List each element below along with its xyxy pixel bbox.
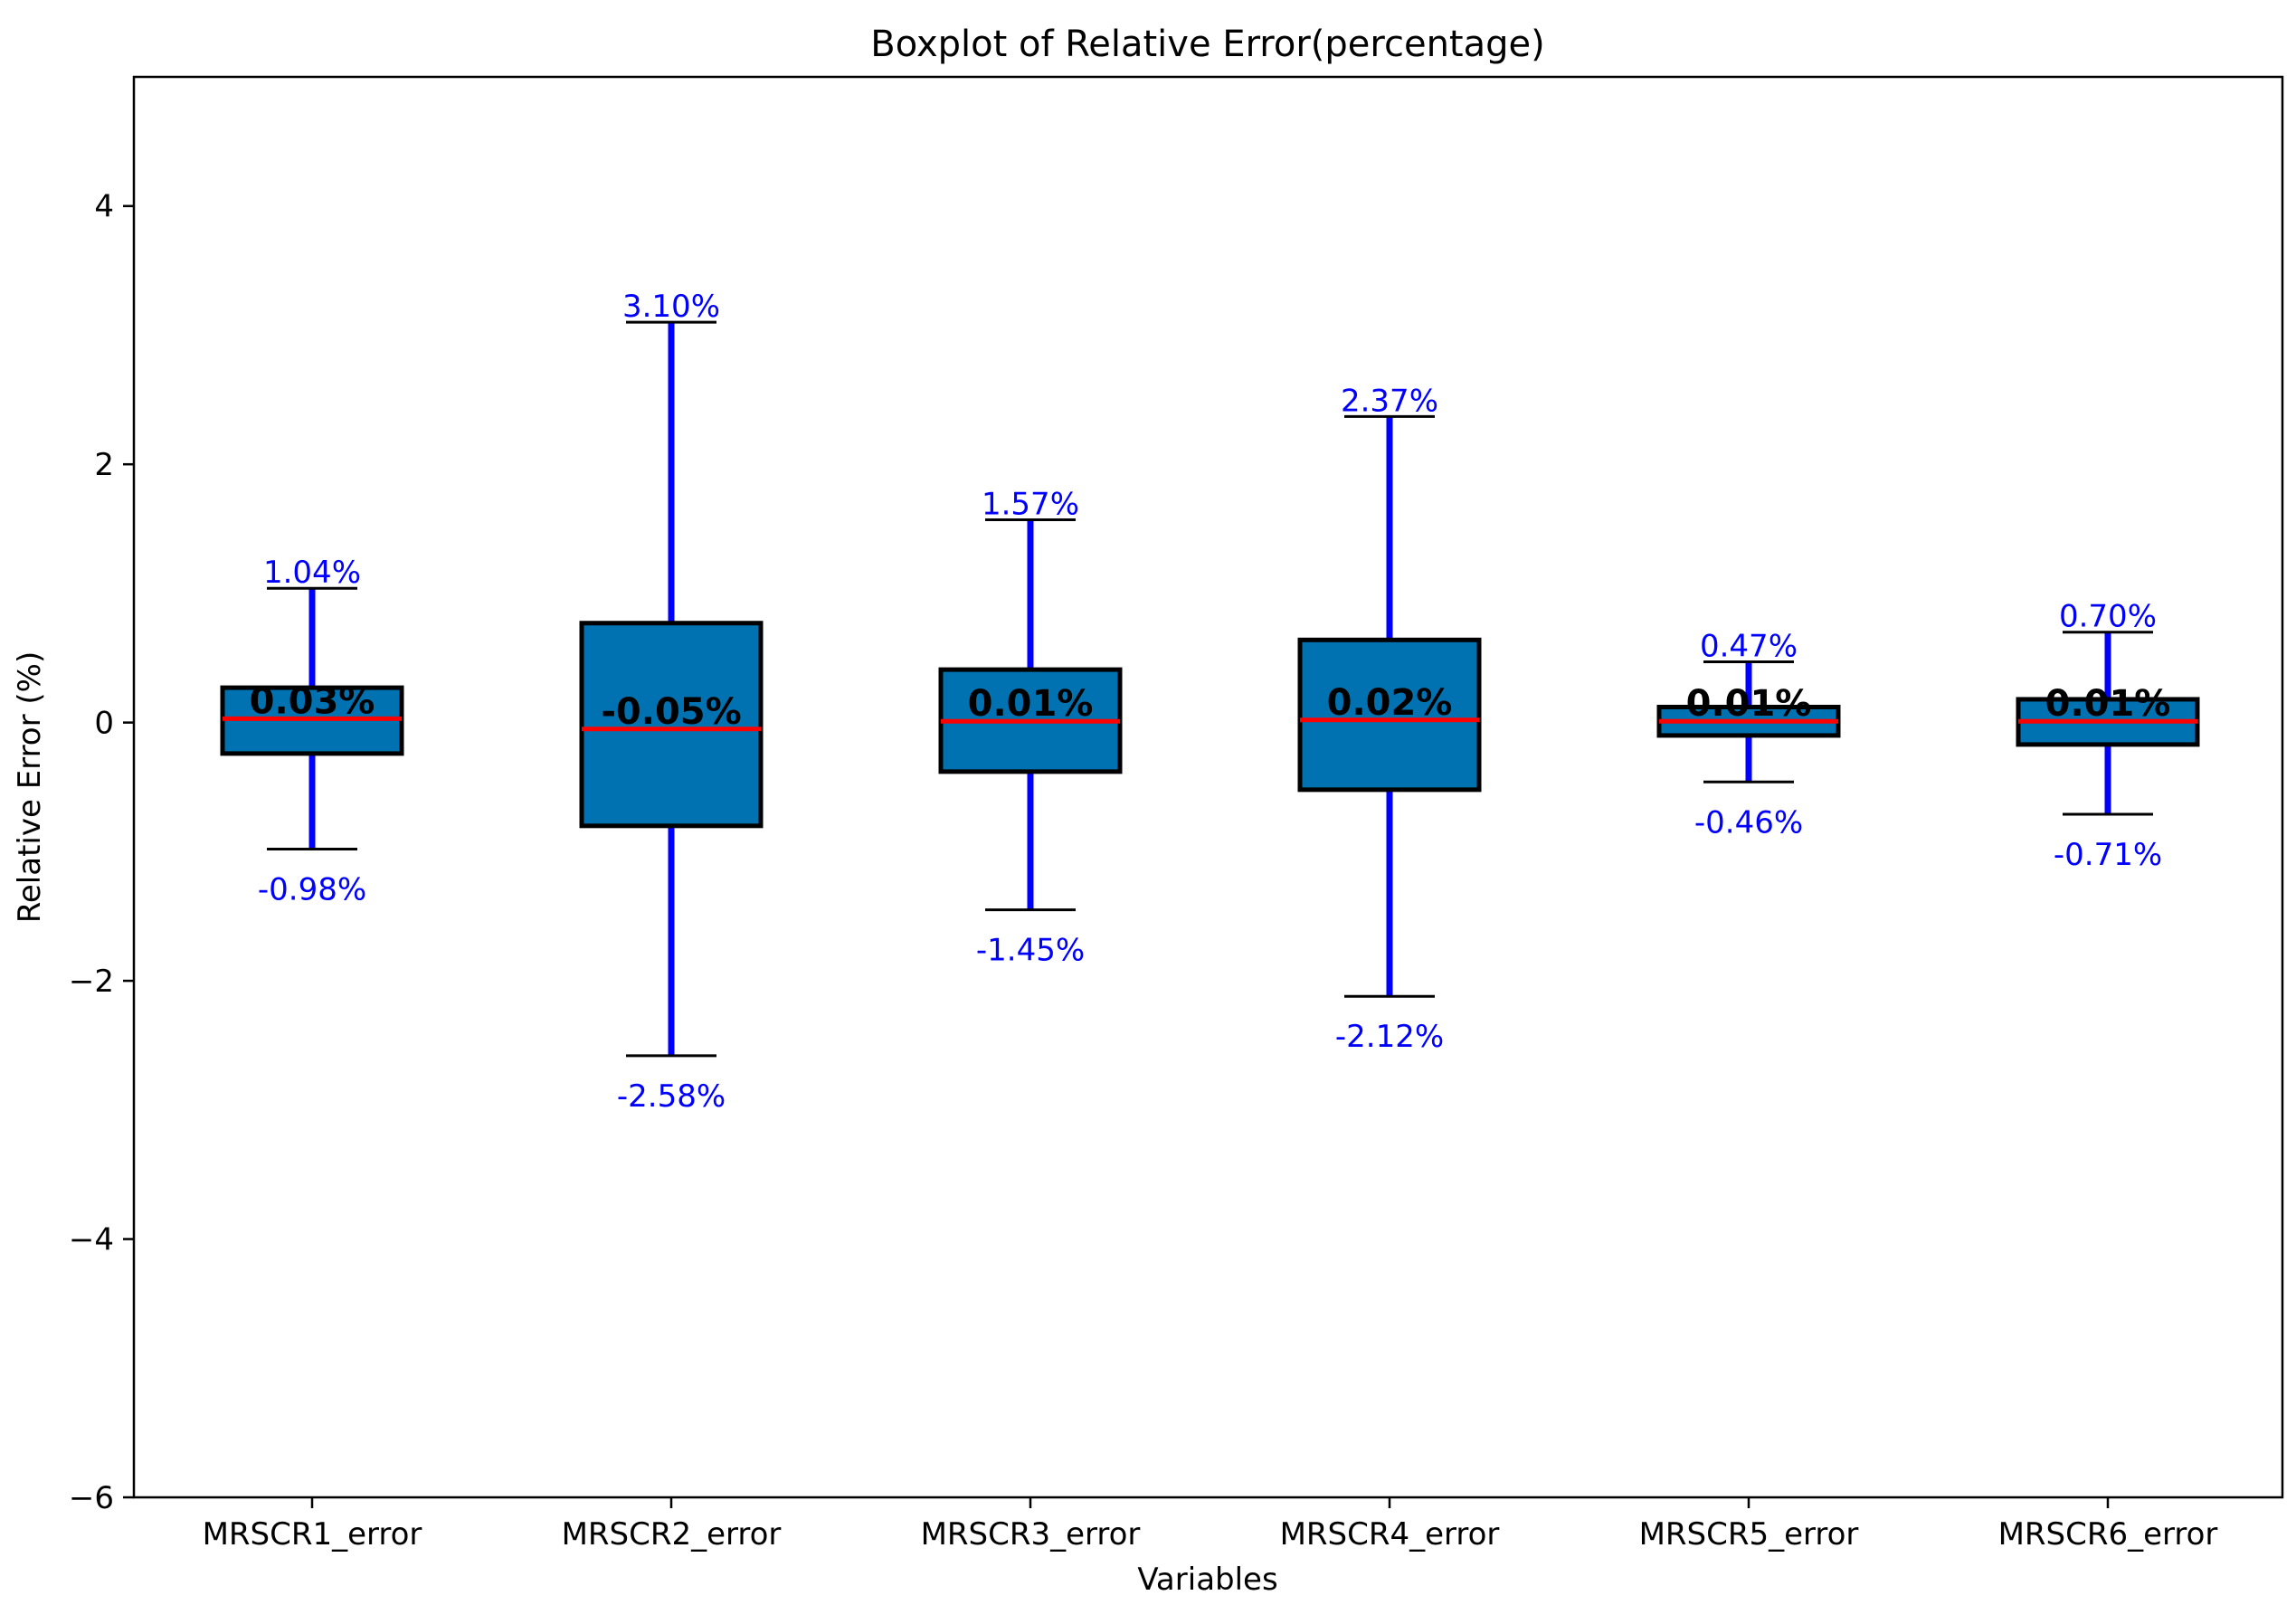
y-tick-label: 2	[94, 447, 114, 483]
x-tick-label: MRSCR5_error	[1639, 1516, 1859, 1553]
upper-whisker-label: 1.57%	[982, 487, 1079, 523]
x-tick-label: MRSCR2_error	[562, 1516, 782, 1553]
x-tick-label: MRSCR1_error	[203, 1516, 422, 1553]
box-4: 2.37% -2.12% 0.02%	[1297, 383, 1482, 1055]
median-value-label: 0.03%	[250, 680, 375, 722]
box-6: 0.70% -0.71% 0.01%	[2016, 599, 2200, 873]
y-tick-label: 4	[94, 189, 114, 225]
upper-whisker-label: 3.10%	[622, 289, 720, 325]
y-axis: 4 2 0 −2 −4 −6	[69, 189, 134, 1516]
lower-whisker-label: -2.58%	[617, 1078, 726, 1115]
lower-whisker-label: -0.71%	[2054, 837, 2162, 873]
median-value-label: -0.05%	[601, 691, 741, 733]
lower-whisker-label: -0.98%	[258, 872, 366, 908]
lower-whisker-label: -1.45%	[976, 933, 1085, 969]
median-value-label: 0.01%	[1686, 683, 1812, 725]
box-5: 0.47% -0.46% 0.01%	[1656, 629, 1841, 840]
lower-whisker-label: -2.12%	[1335, 1019, 1444, 1055]
iqr-box	[579, 621, 764, 829]
y-tick-label: −2	[69, 964, 114, 1000]
plot-frame	[132, 75, 2284, 1499]
box-2: 3.10% -2.58% -0.05%	[579, 289, 764, 1115]
x-axis-label: Variables	[1137, 1562, 1277, 1598]
upper-whisker-label: 1.04%	[263, 555, 361, 591]
iqr-box	[1297, 637, 1482, 793]
y-tick-label: −4	[69, 1222, 114, 1258]
box-1: 1.04% -0.98% 0.03%	[220, 555, 404, 908]
upper-whisker-label: 0.70%	[2059, 599, 2157, 635]
x-tick-label: MRSCR4_error	[1280, 1516, 1500, 1553]
x-tick-label: MRSCR6_error	[1998, 1516, 2218, 1553]
box-3: 1.57% -1.45% 0.01%	[938, 487, 1123, 969]
x-tick-label: MRSCR3_error	[921, 1516, 1141, 1553]
median-value-label: 0.01%	[968, 683, 1094, 725]
plot-area: 1.04% -0.98% 0.03% 3.10% -2.58% -0.05% 1.57% -1…	[220, 289, 2200, 1115]
y-axis-label: Relative Error (%)	[12, 651, 48, 923]
upper-whisker-label: 2.37%	[1341, 383, 1438, 419]
median-value-label: 0.01%	[2045, 683, 2171, 725]
chart-title: Boxplot of Relative Error(percentage)	[870, 24, 1544, 65]
median-value-label: 0.02%	[1327, 682, 1453, 724]
x-axis: MRSCR1_error MRSCR2_error MRSCR3_error MRSC…	[203, 1497, 2218, 1553]
y-tick-label: −6	[69, 1480, 114, 1516]
y-tick-label: 0	[94, 706, 114, 742]
lower-whisker-label: -0.46%	[1694, 804, 1803, 840]
upper-whisker-label: 0.47%	[1700, 629, 1798, 665]
